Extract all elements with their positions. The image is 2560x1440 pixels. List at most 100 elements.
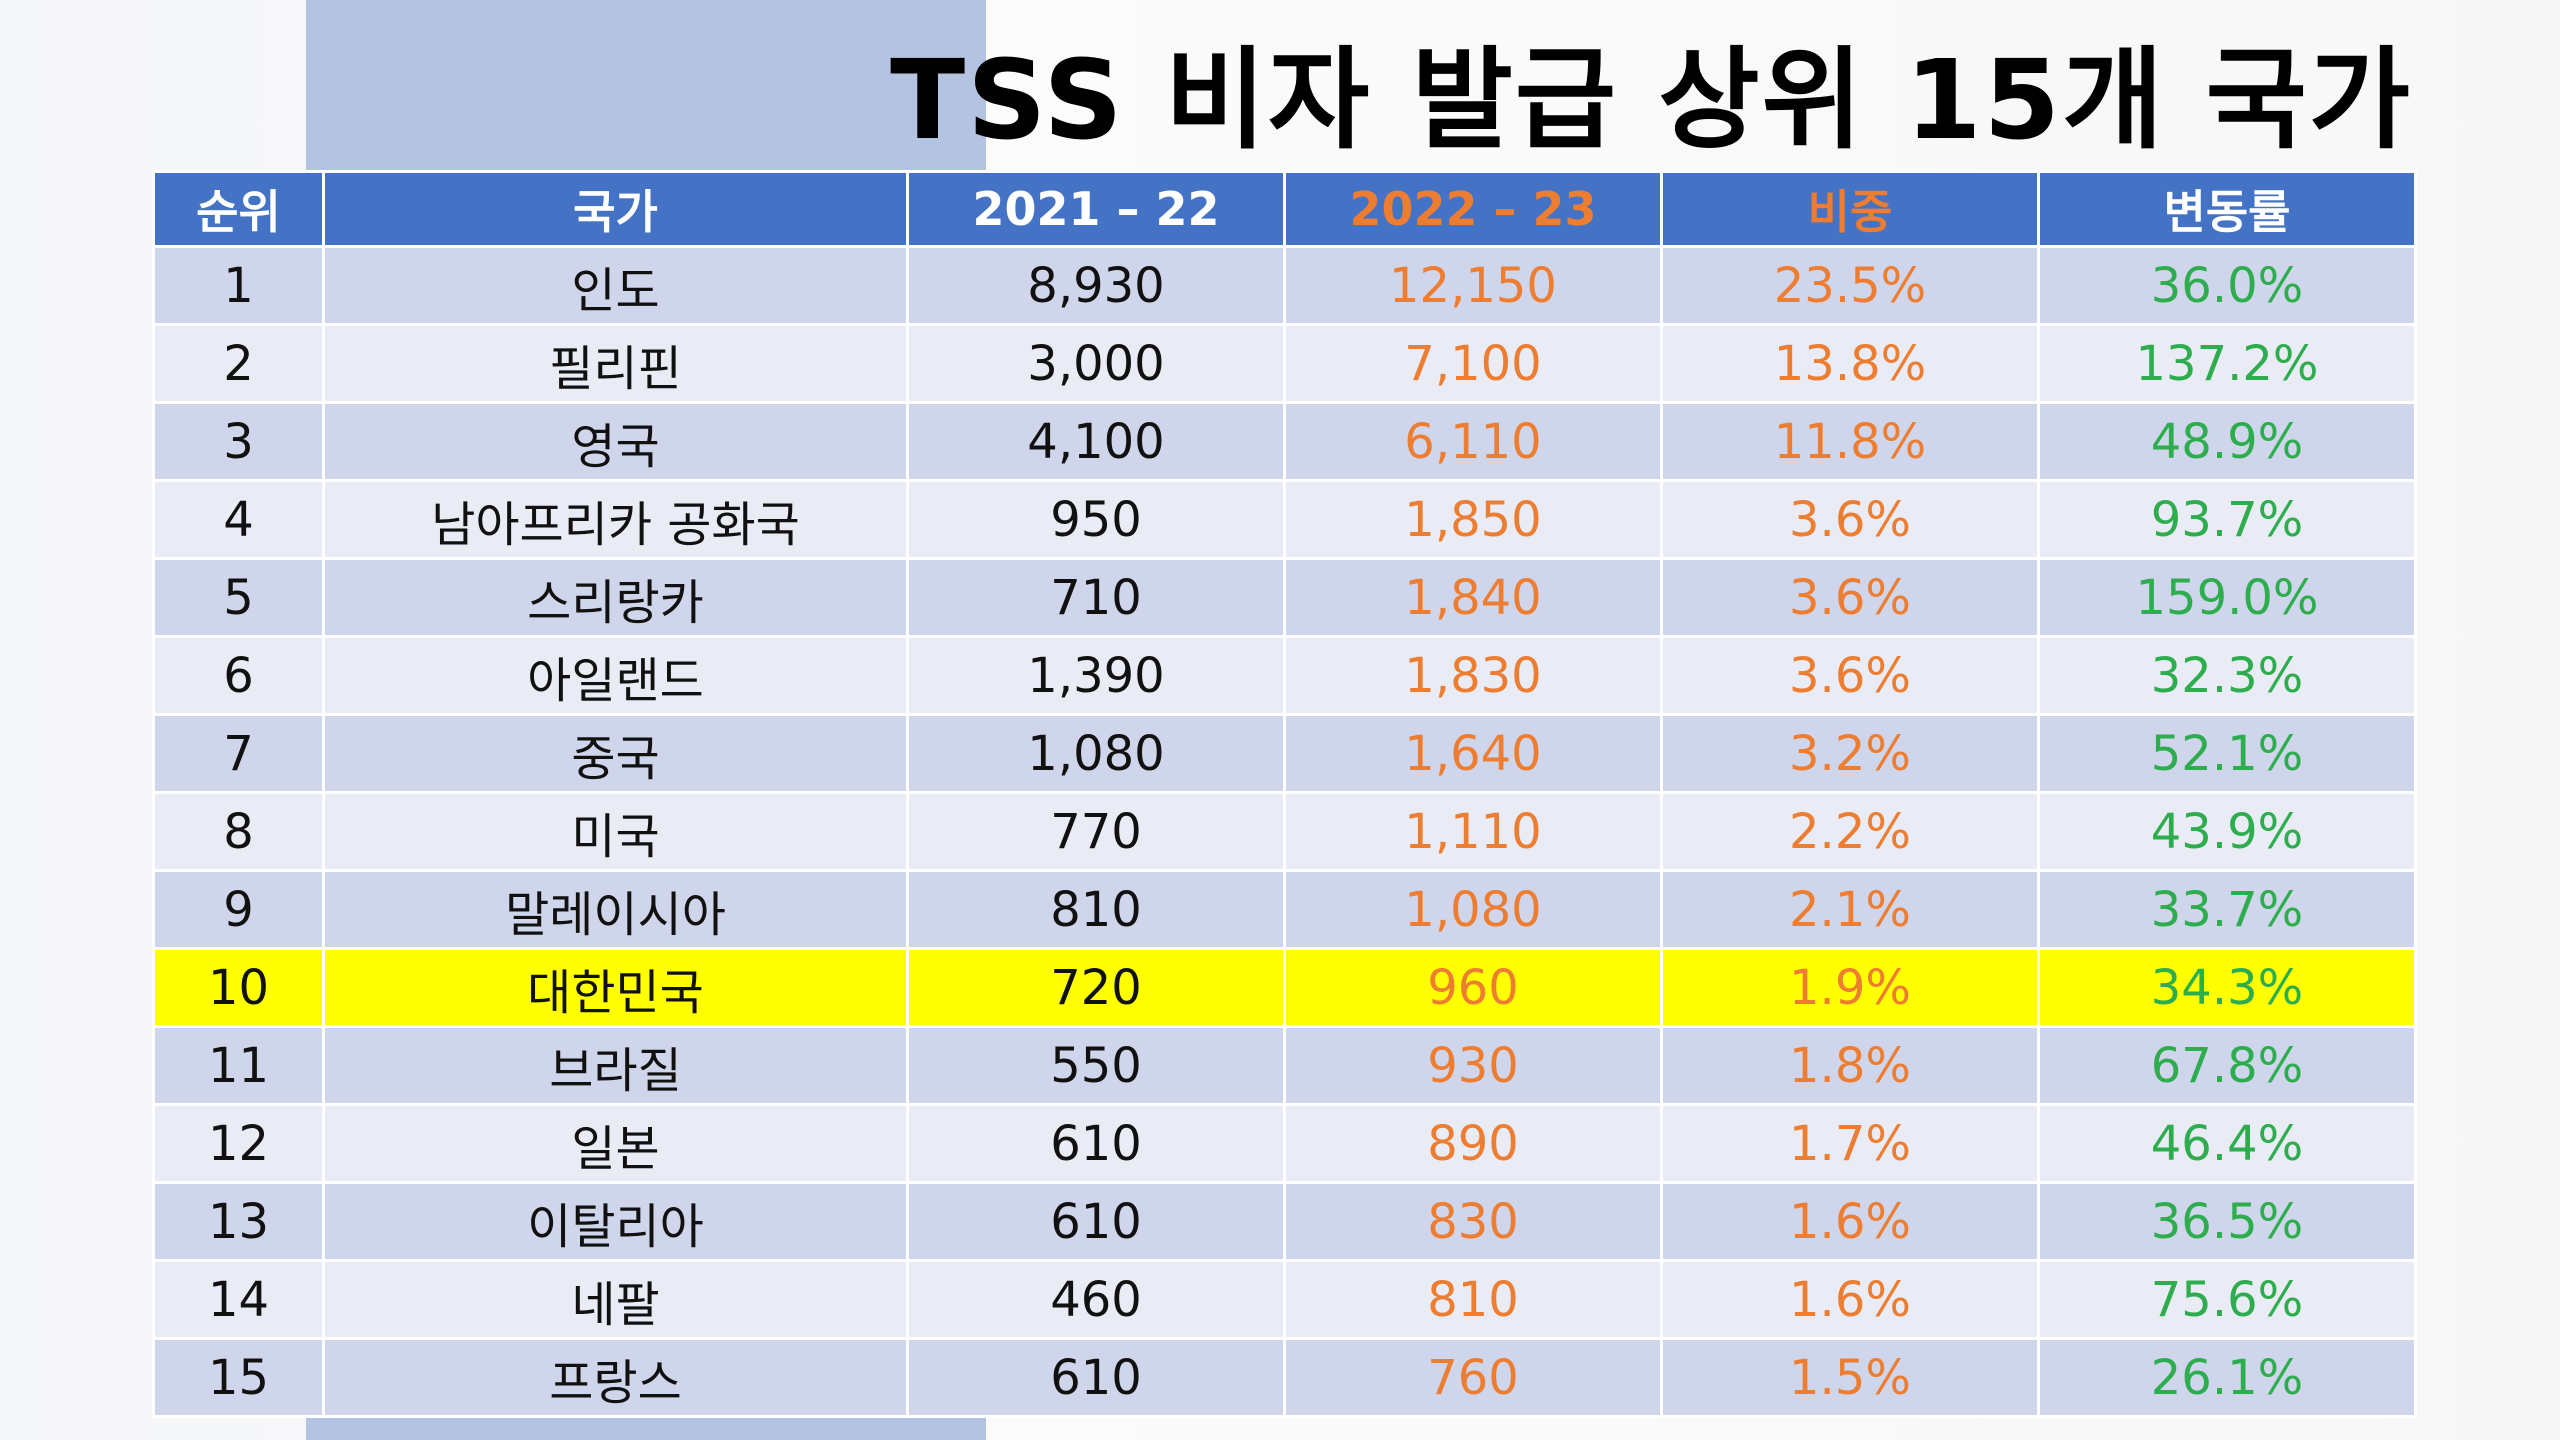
cell-fy2022-23: 760: [1283, 1337, 1663, 1418]
header-change-rate: 변동률: [2037, 170, 2417, 248]
cell-fy2022-23: 810: [1283, 1259, 1663, 1340]
cell-change-rate: 93.7%: [2037, 479, 2417, 560]
cell-fy2022-23: 1,640: [1283, 713, 1663, 794]
table-row: 2 필리핀 3,000 7,100 13.8% 137.2%: [152, 323, 2417, 404]
cell-share: 2.1%: [1660, 869, 2040, 950]
cell-rank: 3: [152, 401, 325, 482]
cell-fy2021-22: 1,080: [906, 713, 1286, 794]
table-row: 13 이탈리아 610 830 1.6% 36.5%: [152, 1181, 2417, 1262]
cell-change-rate: 34.3%: [2037, 947, 2417, 1028]
cell-fy2022-23: 1,850: [1283, 479, 1663, 560]
cell-fy2021-22: 610: [906, 1103, 1286, 1184]
cell-rank: 12: [152, 1103, 325, 1184]
header-fy2022-23: 2022 – 23: [1283, 170, 1663, 248]
cell-fy2021-22: 3,000: [906, 323, 1286, 404]
cell-share: 1.7%: [1660, 1103, 2040, 1184]
cell-fy2021-22: 8,930: [906, 245, 1286, 326]
cell-share: 1.6%: [1660, 1181, 2040, 1262]
page-title: TSS 비자 발급 상위 15개 국가: [890, 36, 2412, 164]
cell-fy2022-23: 1,830: [1283, 635, 1663, 716]
cell-country: 아일랜드: [322, 635, 909, 716]
cell-country: 인도: [322, 245, 909, 326]
cell-fy2021-22: 1,390: [906, 635, 1286, 716]
cell-fy2021-22: 460: [906, 1259, 1286, 1340]
cell-rank: 6: [152, 635, 325, 716]
cell-country: 필리핀: [322, 323, 909, 404]
cell-fy2021-22: 4,100: [906, 401, 1286, 482]
cell-fy2021-22: 810: [906, 869, 1286, 950]
cell-share: 1.5%: [1660, 1337, 2040, 1418]
cell-rank: 9: [152, 869, 325, 950]
table-row: 5 스리랑카 710 1,840 3.6% 159.0%: [152, 557, 2417, 638]
cell-fy2022-23: 12,150: [1283, 245, 1663, 326]
cell-share: 1.8%: [1660, 1025, 2040, 1106]
table-body: 1 인도 8,930 12,150 23.5% 36.0% 2 필리핀 3,000 7,100 13…: [152, 245, 2417, 1418]
table-row: 1 인도 8,930 12,150 23.5% 36.0%: [152, 245, 2417, 326]
table-row: 10 대한민국 720 960 1.9% 34.3%: [152, 947, 2417, 1028]
cell-fy2022-23: 1,110: [1283, 791, 1663, 872]
cell-rank: 11: [152, 1025, 325, 1106]
cell-rank: 13: [152, 1181, 325, 1262]
cell-change-rate: 159.0%: [2037, 557, 2417, 638]
cell-rank: 4: [152, 479, 325, 560]
cell-change-rate: 32.3%: [2037, 635, 2417, 716]
header-country: 국가: [322, 170, 909, 248]
cell-change-rate: 67.8%: [2037, 1025, 2417, 1106]
cell-change-rate: 36.0%: [2037, 245, 2417, 326]
cell-country: 미국: [322, 791, 909, 872]
table-row: 8 미국 770 1,110 2.2% 43.9%: [152, 791, 2417, 872]
cell-fy2022-23: 1,080: [1283, 869, 1663, 950]
cell-fy2021-22: 610: [906, 1337, 1286, 1418]
cell-fy2021-22: 720: [906, 947, 1286, 1028]
cell-share: 11.8%: [1660, 401, 2040, 482]
cell-fy2022-23: 890: [1283, 1103, 1663, 1184]
cell-rank: 8: [152, 791, 325, 872]
cell-country: 일본: [322, 1103, 909, 1184]
table-row: 3 영국 4,100 6,110 11.8% 48.9%: [152, 401, 2417, 482]
cell-share: 2.2%: [1660, 791, 2040, 872]
cell-rank: 14: [152, 1259, 325, 1340]
cell-country: 대한민국: [322, 947, 909, 1028]
cell-country: 말레이시아: [322, 869, 909, 950]
cell-fy2022-23: 830: [1283, 1181, 1663, 1262]
cell-share: 1.9%: [1660, 947, 2040, 1028]
cell-share: 23.5%: [1660, 245, 2040, 326]
cell-fy2021-22: 950: [906, 479, 1286, 560]
table-row: 9 말레이시아 810 1,080 2.1% 33.7%: [152, 869, 2417, 950]
table-header-row: 순위 국가 2021 – 22 2022 – 23 비중 변동률: [152, 170, 2417, 248]
cell-share: 3.6%: [1660, 557, 2040, 638]
table-row: 14 네팔 460 810 1.6% 75.6%: [152, 1259, 2417, 1340]
cell-change-rate: 75.6%: [2037, 1259, 2417, 1340]
table-row: 4 남아프리카 공화국 950 1,850 3.6% 93.7%: [152, 479, 2417, 560]
cell-country: 이탈리아: [322, 1181, 909, 1262]
cell-fy2022-23: 7,100: [1283, 323, 1663, 404]
cell-share: 3.6%: [1660, 635, 2040, 716]
table-row: 11 브라질 550 930 1.8% 67.8%: [152, 1025, 2417, 1106]
cell-share: 3.6%: [1660, 479, 2040, 560]
cell-rank: 5: [152, 557, 325, 638]
cell-change-rate: 36.5%: [2037, 1181, 2417, 1262]
cell-rank: 7: [152, 713, 325, 794]
cell-fy2021-22: 550: [906, 1025, 1286, 1106]
cell-change-rate: 52.1%: [2037, 713, 2417, 794]
cell-fy2022-23: 960: [1283, 947, 1663, 1028]
cell-fy2021-22: 770: [906, 791, 1286, 872]
cell-country: 브라질: [322, 1025, 909, 1106]
table-row: 6 아일랜드 1,390 1,830 3.6% 32.3%: [152, 635, 2417, 716]
cell-fy2022-23: 6,110: [1283, 401, 1663, 482]
cell-share: 1.6%: [1660, 1259, 2040, 1340]
cell-fy2021-22: 610: [906, 1181, 1286, 1262]
cell-fy2021-22: 710: [906, 557, 1286, 638]
cell-country: 영국: [322, 401, 909, 482]
cell-rank: 2: [152, 323, 325, 404]
cell-change-rate: 26.1%: [2037, 1337, 2417, 1418]
cell-change-rate: 33.7%: [2037, 869, 2417, 950]
table-row: 15 프랑스 610 760 1.5% 26.1%: [152, 1337, 2417, 1418]
cell-change-rate: 48.9%: [2037, 401, 2417, 482]
cell-change-rate: 46.4%: [2037, 1103, 2417, 1184]
cell-country: 네팔: [322, 1259, 909, 1340]
cell-change-rate: 137.2%: [2037, 323, 2417, 404]
header-rank: 순위: [152, 170, 325, 248]
visa-ranking-table: 순위 국가 2021 – 22 2022 – 23 비중 변동률 1 인도 8,93…: [152, 170, 2417, 1418]
cell-rank: 15: [152, 1337, 325, 1418]
